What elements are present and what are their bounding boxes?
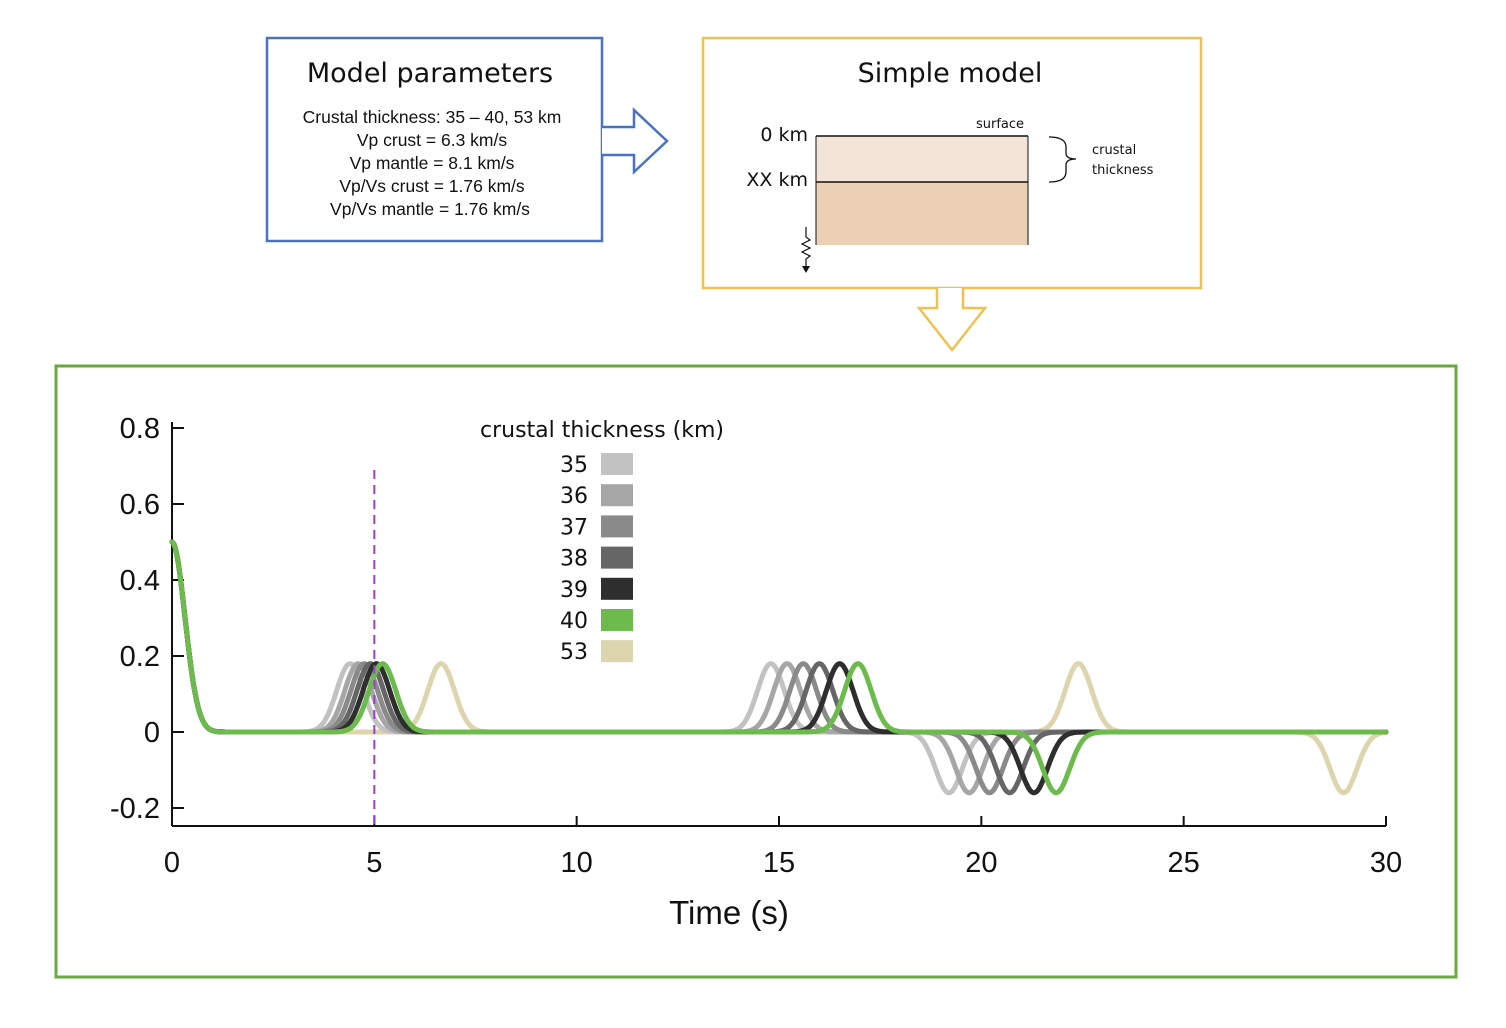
- legend-swatch-35: [601, 453, 633, 475]
- param-line-vp-crust: Vp crust = 6.3 km/s: [357, 130, 508, 150]
- depth-label-top: 0 km: [760, 124, 808, 146]
- mantle-layer: [816, 182, 1028, 245]
- legend-label-53: 53: [560, 640, 588, 665]
- model-parameters-box: Model parameters Crustal thickness: 35 –…: [265, 36, 604, 243]
- x-tick-label: 15: [763, 847, 795, 879]
- chart-panel-border: [54, 364, 1458, 979]
- x-tick-label: 0: [164, 847, 180, 879]
- legend-swatch-39: [601, 577, 633, 600]
- legend-swatch-37: [601, 515, 633, 538]
- depth-label-interface: XX km: [746, 169, 808, 191]
- y-tick-label: 0.8: [120, 413, 160, 445]
- legend-swatch-40: [601, 609, 633, 631]
- simple-model-box: Simple model 0 km XX km surface crustal …: [701, 36, 1203, 290]
- legend-label-40: 40: [560, 609, 588, 634]
- legend-label-39: 39: [560, 578, 588, 603]
- legend-label-37: 37: [560, 515, 588, 540]
- legend-label-35: 35: [560, 453, 588, 478]
- y-tick-label: -0.2: [110, 793, 160, 825]
- param-line-vpvs-crust: Vp/Vs crust = 1.76 km/s: [339, 176, 525, 196]
- legend-label-36: 36: [560, 484, 588, 509]
- x-axis-label: Time (s): [669, 894, 789, 931]
- incoming-wave-icon: [800, 227, 812, 273]
- series-line-40: [169, 539, 1389, 796]
- param-line-crustal-thickness: Crustal thickness: 35 – 40, 53 km: [303, 107, 562, 127]
- down-arrow-icon: [916, 288, 988, 353]
- brace-label-line2: thickness: [1092, 163, 1154, 178]
- x-tick-label: 10: [561, 847, 593, 879]
- y-tick-label: 0.6: [120, 489, 160, 521]
- legend-swatch-53: [601, 640, 633, 663]
- brace-label-line1: crustal: [1092, 143, 1136, 158]
- legend-swatch-38: [601, 546, 633, 569]
- y-tick-label: 0.2: [120, 641, 160, 673]
- surface-label: surface: [976, 117, 1024, 132]
- x-tick-label: 25: [1168, 847, 1200, 879]
- legend-swatch-36: [601, 484, 633, 507]
- right-arrow-icon: [602, 107, 669, 175]
- crust-layer: [816, 136, 1028, 182]
- model-parameters-border: [265, 36, 604, 243]
- y-tick-label: 0.4: [120, 565, 160, 597]
- y-tick-label: 0: [144, 717, 160, 749]
- x-tick-label: 20: [965, 847, 997, 879]
- x-tick-label: 5: [366, 847, 382, 879]
- brace-icon: [1048, 136, 1077, 183]
- model-parameters-title: Model parameters: [307, 58, 553, 89]
- legend-label-38: 38: [560, 547, 588, 572]
- simple-model-title: Simple model: [858, 58, 1043, 89]
- legend-title: crustal thickness (km): [480, 418, 724, 443]
- param-line-vp-mantle: Vp mantle = 8.1 km/s: [350, 153, 515, 173]
- x-tick-label: 30: [1370, 847, 1402, 879]
- param-line-vpvs-mantle: Vp/Vs mantle = 1.76 km/s: [330, 199, 530, 219]
